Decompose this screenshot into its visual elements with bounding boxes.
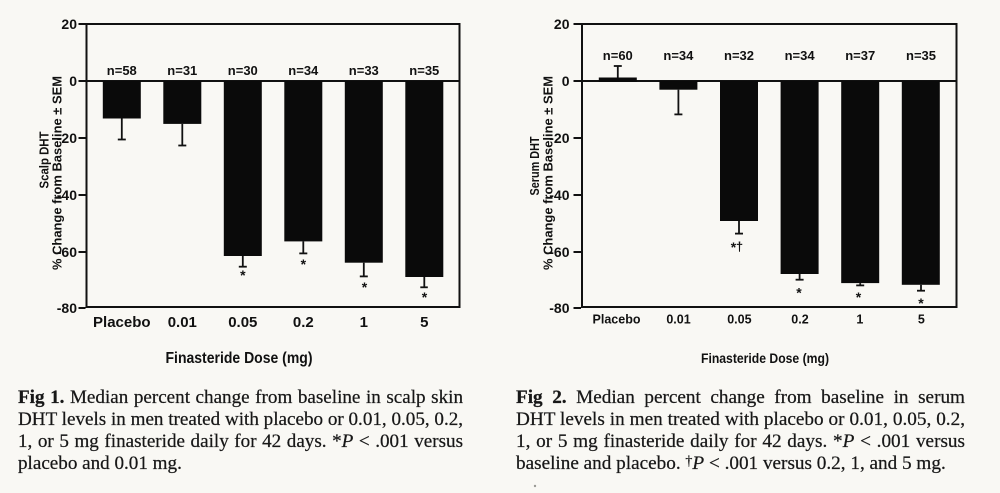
svg-text:n=34: n=34 bbox=[663, 48, 694, 63]
svg-text:*: * bbox=[422, 289, 428, 305]
svg-text:*: * bbox=[240, 267, 246, 283]
svg-text:20: 20 bbox=[554, 16, 570, 32]
svg-text:0.2: 0.2 bbox=[791, 313, 808, 327]
svg-text:-80: -80 bbox=[57, 300, 77, 316]
svg-text:*: * bbox=[856, 289, 862, 305]
svg-text:*: * bbox=[918, 295, 924, 311]
svg-text:n=35: n=35 bbox=[409, 63, 439, 78]
svg-text:0.01: 0.01 bbox=[666, 313, 690, 327]
svg-text:0.01: 0.01 bbox=[168, 314, 197, 331]
svg-text:-40: -40 bbox=[57, 187, 77, 203]
svg-text:n=60: n=60 bbox=[603, 48, 633, 63]
svg-text:5: 5 bbox=[918, 313, 925, 327]
svg-text:n=58: n=58 bbox=[107, 63, 137, 78]
svg-text:n=35: n=35 bbox=[906, 48, 936, 63]
svg-text:n=32: n=32 bbox=[724, 48, 754, 63]
svg-text:Serum DHT: Serum DHT bbox=[527, 136, 542, 195]
svg-text:0.05: 0.05 bbox=[727, 313, 751, 327]
svg-text:n=30: n=30 bbox=[228, 63, 258, 78]
svg-text:0.2: 0.2 bbox=[293, 314, 314, 331]
svg-text:1: 1 bbox=[856, 313, 863, 327]
svg-text:% Change from Baseline ± SEM: % Change from Baseline ± SEM bbox=[50, 76, 65, 270]
svg-text:*: * bbox=[796, 285, 802, 301]
svg-text:Scalp DHT: Scalp DHT bbox=[37, 131, 52, 188]
svg-text:*: * bbox=[362, 279, 368, 295]
svg-text:Finasteride Dose (mg): Finasteride Dose (mg) bbox=[701, 350, 829, 366]
svg-text:†: † bbox=[736, 239, 743, 254]
svg-text:% Change from Baseline ± SEM: % Change from Baseline ± SEM bbox=[541, 76, 556, 270]
svg-text:Finasteride Dose (mg): Finasteride Dose (mg) bbox=[166, 350, 313, 367]
svg-text:0: 0 bbox=[562, 73, 570, 89]
svg-text:0: 0 bbox=[69, 73, 77, 89]
svg-text:-40: -40 bbox=[549, 187, 569, 203]
svg-text:n=31: n=31 bbox=[167, 63, 197, 78]
svg-text:0.05: 0.05 bbox=[228, 314, 257, 331]
svg-text:*: * bbox=[301, 256, 307, 272]
svg-text:Placebo: Placebo bbox=[593, 313, 641, 327]
svg-text:*: * bbox=[731, 239, 737, 255]
svg-text:-20: -20 bbox=[549, 130, 569, 146]
svg-text:5: 5 bbox=[420, 314, 428, 331]
svg-text:20: 20 bbox=[61, 16, 77, 32]
svg-text:n=34: n=34 bbox=[288, 63, 319, 78]
svg-text:1: 1 bbox=[360, 314, 368, 331]
svg-text:-80: -80 bbox=[549, 300, 569, 316]
svg-text:-60: -60 bbox=[57, 244, 77, 260]
svg-text:n=34: n=34 bbox=[785, 48, 816, 63]
svg-text:Placebo: Placebo bbox=[93, 314, 151, 331]
svg-text:-20: -20 bbox=[57, 130, 77, 146]
svg-text:n=37: n=37 bbox=[845, 48, 875, 63]
svg-text:n=33: n=33 bbox=[349, 63, 379, 78]
svg-text:-60: -60 bbox=[549, 244, 569, 260]
